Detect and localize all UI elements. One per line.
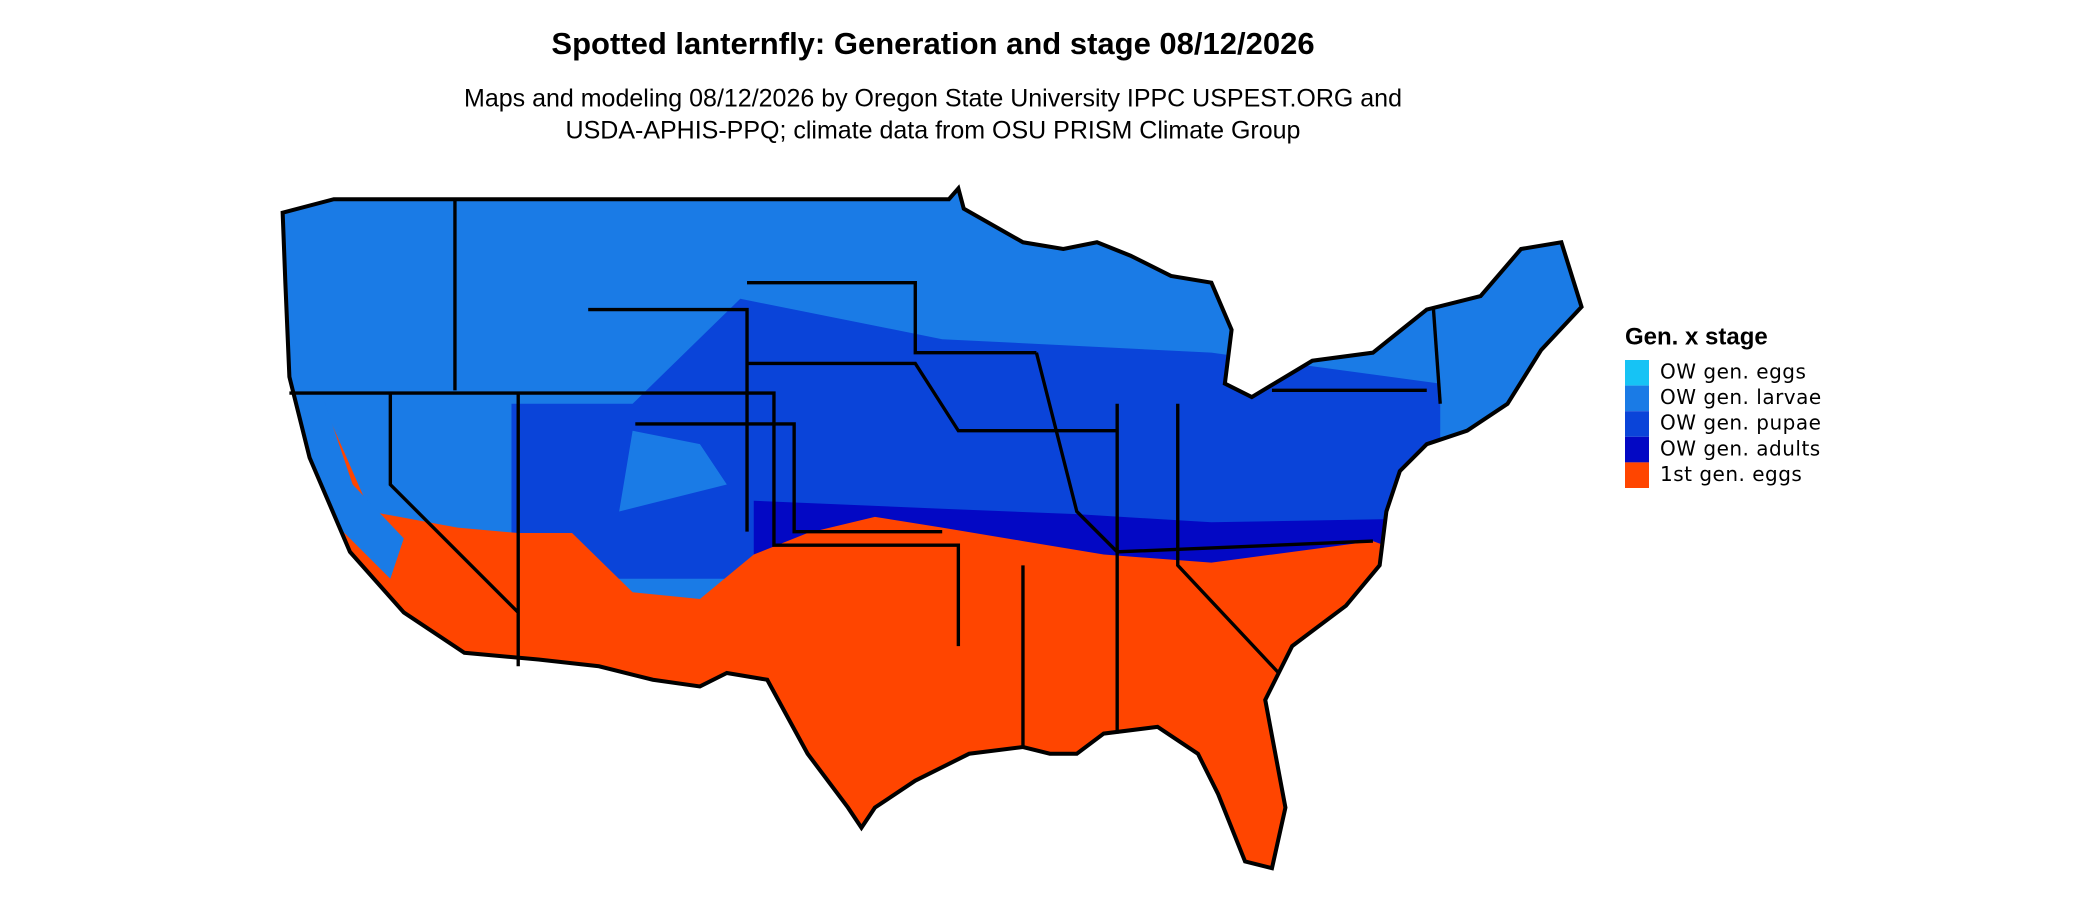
subtitle: Maps and modeling 08/12/2026 by Oregon S… [464,85,1402,113]
legend-swatch [1625,411,1649,437]
legend-swatch [1625,360,1649,386]
legend-label: OW gen. pupae [1660,411,1821,435]
legend-label: OW gen. adults [1660,436,1821,460]
legend-swatch [1625,462,1649,488]
region [619,430,727,512]
legend-label: 1st gen. eggs [1660,462,1802,486]
legend-title: Gen. x stage [1625,323,1768,350]
state-borders [289,199,1442,748]
legend-swatch [1625,436,1649,463]
region [511,298,1441,579]
legend-swatch [1625,385,1649,412]
title: Spotted lanternfly: Generation and stage… [551,26,1314,61]
subtitle: USDA-APHIS-PPQ; climate data from OSU PR… [566,117,1301,145]
map [242,162,1615,892]
legend-label: OW gen. eggs [1660,360,1806,384]
legend-label: OW gen. larvae [1660,385,1822,409]
